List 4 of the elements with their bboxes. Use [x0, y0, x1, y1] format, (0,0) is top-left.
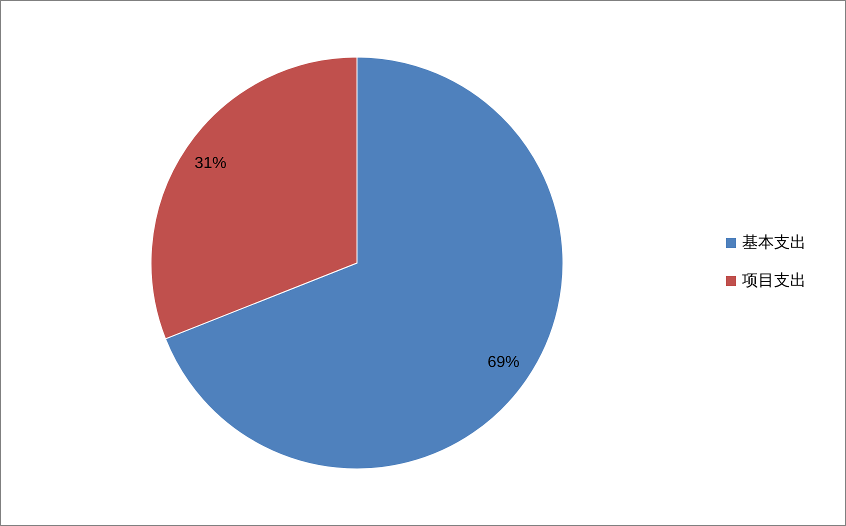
- data-label: 31%: [194, 154, 226, 172]
- data-label: 69%: [488, 354, 520, 372]
- legend-label: 项目支出: [742, 272, 806, 290]
- legend-label: 基本支出: [742, 234, 806, 252]
